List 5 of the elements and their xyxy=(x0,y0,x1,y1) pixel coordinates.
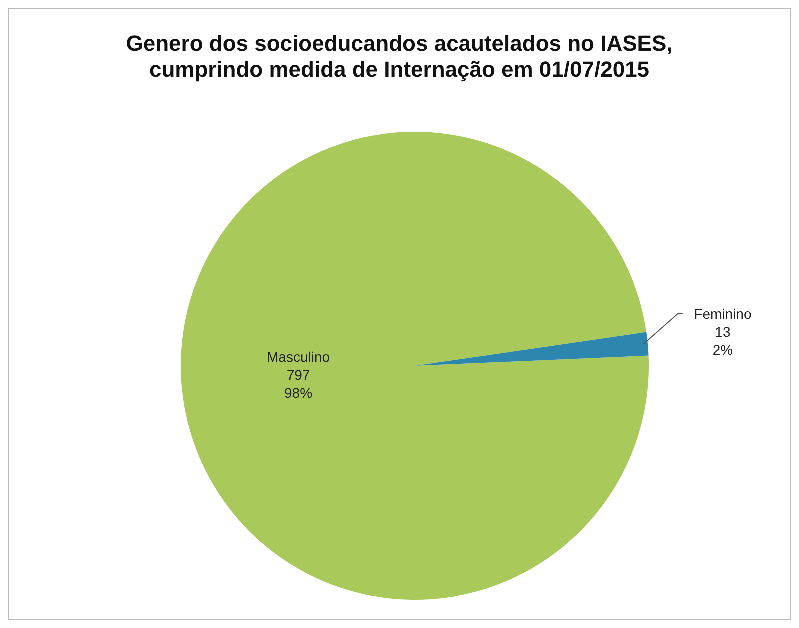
slice-label: Masculino xyxy=(267,348,330,365)
chart-title: Genero dos socioeducandos acautelados no IASES, cumprindo medida de Internação em 01/07/2015 xyxy=(125,30,674,84)
slice-label: Feminino xyxy=(694,306,752,322)
data-label: 797 98% xyxy=(284,366,313,401)
data-label: 13 2% xyxy=(712,324,734,358)
